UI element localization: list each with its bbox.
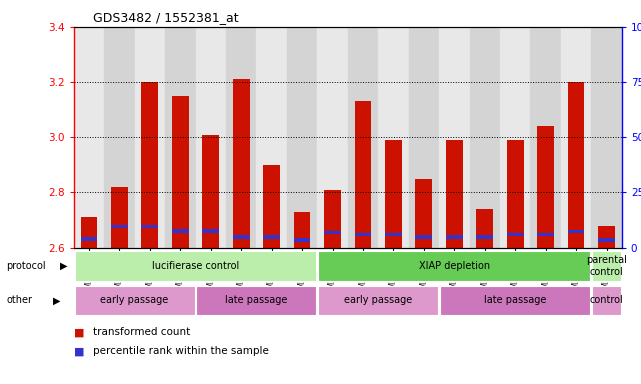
Bar — [598, 238, 615, 242]
Bar — [203, 134, 219, 248]
Bar — [347, 27, 378, 248]
Bar — [203, 229, 219, 232]
Bar — [196, 286, 317, 315]
Bar — [287, 27, 317, 248]
Bar — [568, 230, 585, 233]
Bar — [104, 27, 135, 248]
Bar — [294, 212, 310, 248]
Bar — [476, 209, 493, 248]
Bar — [135, 27, 165, 248]
Bar — [561, 27, 591, 248]
Bar — [415, 235, 432, 238]
Bar — [592, 251, 621, 281]
Bar — [354, 232, 371, 236]
Bar — [111, 225, 128, 228]
Text: ▶: ▶ — [53, 295, 61, 306]
Bar — [172, 229, 188, 232]
Bar — [537, 232, 554, 236]
Bar — [111, 187, 128, 248]
Bar — [226, 27, 256, 248]
Bar — [324, 230, 341, 234]
Bar — [324, 190, 341, 248]
Bar — [233, 79, 249, 248]
Text: late passage: late passage — [225, 295, 288, 306]
Text: parental
control: parental control — [586, 255, 627, 277]
Text: early passage: early passage — [101, 295, 169, 306]
Bar — [591, 27, 622, 248]
Bar — [507, 140, 524, 248]
Bar — [172, 96, 188, 248]
Bar — [385, 140, 402, 248]
Bar — [74, 27, 104, 248]
Text: XIAP depletion: XIAP depletion — [419, 261, 490, 271]
Bar — [318, 251, 590, 281]
Bar — [74, 286, 195, 315]
Bar — [318, 286, 438, 315]
Bar — [74, 251, 317, 281]
Bar — [409, 27, 439, 248]
Bar — [165, 27, 196, 248]
Text: ▶: ▶ — [60, 261, 67, 271]
Bar — [440, 286, 590, 315]
Text: GDS3482 / 1552381_at: GDS3482 / 1552381_at — [93, 12, 238, 25]
Bar — [568, 82, 585, 248]
Bar — [598, 226, 615, 248]
Text: early passage: early passage — [344, 295, 412, 306]
Bar — [537, 126, 554, 248]
Text: percentile rank within the sample: percentile rank within the sample — [93, 346, 269, 356]
Bar — [385, 232, 402, 236]
Bar — [81, 217, 97, 248]
Bar — [263, 235, 280, 238]
Bar — [500, 27, 530, 248]
Bar — [476, 235, 493, 238]
Bar — [142, 82, 158, 248]
Bar — [256, 27, 287, 248]
Bar — [142, 225, 158, 228]
Bar — [507, 232, 524, 236]
Text: other: other — [6, 295, 33, 306]
Text: transformed count: transformed count — [93, 327, 190, 337]
Text: late passage: late passage — [484, 295, 546, 306]
Bar — [592, 286, 621, 315]
Text: ■: ■ — [74, 346, 84, 356]
Bar — [196, 27, 226, 248]
Bar — [378, 27, 409, 248]
Bar — [294, 238, 310, 242]
Bar — [446, 235, 463, 238]
Bar — [317, 27, 347, 248]
Text: protocol: protocol — [6, 261, 46, 271]
Bar — [354, 101, 371, 248]
Text: ■: ■ — [74, 327, 84, 337]
Bar — [263, 165, 280, 248]
Bar — [439, 27, 469, 248]
Bar — [469, 27, 500, 248]
Bar — [233, 235, 249, 238]
Bar — [415, 179, 432, 248]
Bar — [446, 140, 463, 248]
Bar — [530, 27, 561, 248]
Bar — [81, 237, 97, 241]
Text: control: control — [590, 295, 624, 306]
Text: lucifierase control: lucifierase control — [152, 261, 239, 271]
